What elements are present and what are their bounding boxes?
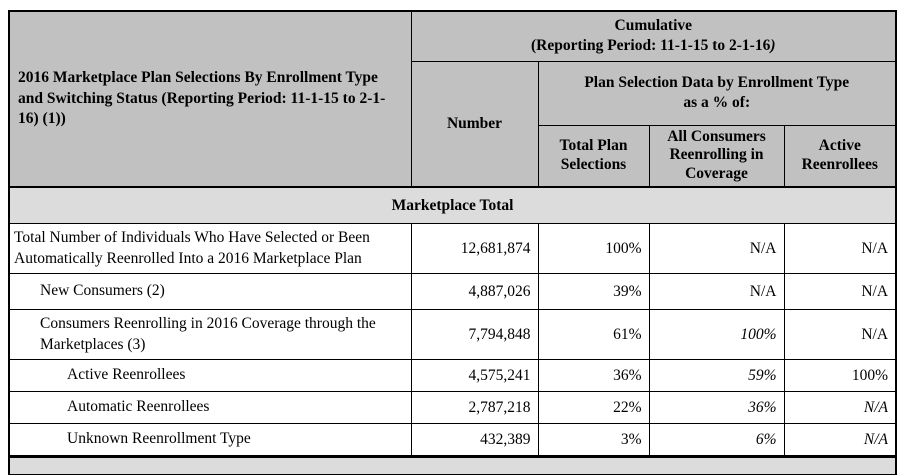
total-plan-selections-cell: 61% — [537, 309, 650, 361]
enrollment-table: 2016 Marketplace Plan Selections By Enro… — [8, 10, 898, 475]
cumulative-period: (Reporting Period: 11-1-15 to 2-1-16) — [413, 36, 895, 56]
row-label-cell: Total Number of Individuals Who Have Sel… — [8, 223, 412, 275]
number-cell: 7,794,848 — [410, 309, 539, 361]
all-consumers-reenrolling-cell: N/A — [648, 223, 785, 275]
next-section-band — [8, 455, 897, 475]
all-consumers-reenrolling-cell: 59% — [648, 359, 785, 393]
column-header-all-consumers-reenrolling: All Consumers Reenrolling in Coverage — [648, 124, 785, 189]
number-cell: 4,575,241 — [410, 359, 539, 393]
active-reenrollees-cell: N/A — [783, 391, 897, 425]
cumulative-label: Cumulative — [614, 17, 693, 35]
table-row: Active Reenrollees 4,575,241 36% 59% 100… — [8, 359, 897, 393]
active-reenrollees-cell: N/A — [783, 309, 897, 361]
all-consumers-reenrolling-cell: N/A — [648, 273, 785, 311]
number-cell: 4,887,026 — [410, 273, 539, 311]
next-section-row-cutoff — [8, 455, 897, 475]
cumulative-period-text: (Reporting Period: 11-1-15 to 2-1-16 — [531, 37, 771, 55]
all-consumers-reenrolling-cell: 6% — [648, 423, 785, 459]
header-row-subcolumns: Total Plan Selections All Consumers Reen… — [9, 124, 897, 189]
row-label-cell: Consumers Reenrolling in 2016 Coverage t… — [8, 309, 412, 361]
all-consumers-reenrolling-cell: 36% — [648, 391, 785, 425]
pct-group-line1: Plan Selection Data by Enrollment Type — [584, 73, 850, 91]
table-row: Consumers Reenrolling in 2016 Coverage t… — [8, 309, 897, 361]
document-page: 2016 Marketplace Plan Selections By Enro… — [8, 10, 898, 475]
active-reenrollees-cell: N/A — [783, 273, 897, 311]
table-row: Automatic Reenrollees 2,787,218 22% 36% … — [8, 391, 897, 425]
active-reenrollees-cell: 100% — [783, 359, 897, 393]
table-row: New Consumers (2) 4,887,026 39% N/A N/A — [8, 273, 897, 311]
row-label-cell: Automatic Reenrollees — [8, 391, 412, 425]
section-title: Marketplace Total — [8, 186, 897, 225]
table-title: 2016 Marketplace Plan Selections By Enro… — [18, 69, 386, 128]
number-cell: 2,787,218 — [410, 391, 539, 425]
total-plan-selections-cell: 36% — [537, 359, 650, 393]
table-row: Unknown Reenrollment Type 432,389 3% 6% … — [8, 423, 897, 459]
total-plan-selections-cell: 100% — [537, 223, 650, 275]
number-column-header: Number — [410, 60, 539, 189]
active-reenrollees-cell: N/A — [783, 223, 897, 275]
column-header-total-plan-selections: Total Plan Selections — [537, 124, 650, 189]
all-consumers-reenrolling-cell: 100% — [648, 309, 785, 361]
header-row-groups: Number Plan Selection Data by Enrollment… — [9, 60, 897, 189]
number-cell: 432,389 — [410, 423, 539, 459]
row-label-cell: New Consumers (2) — [8, 273, 412, 311]
cumulative-period-close-paren: ) — [770, 37, 776, 55]
header-row-cumulative: 2016 Marketplace Plan Selections By Enro… — [8, 10, 897, 189]
total-plan-selections-cell: 3% — [537, 423, 650, 459]
total-plan-selections-cell: 22% — [537, 391, 650, 425]
cumulative-header-cell: Cumulative (Reporting Period: 11-1-15 to… — [410, 10, 897, 62]
table-row: Total Number of Individuals Who Have Sel… — [8, 223, 897, 275]
section-row-marketplace-total: Marketplace Total — [8, 186, 897, 225]
pct-group-header-cell: Plan Selection Data by Enrollment Type a… — [537, 60, 897, 126]
total-plan-selections-cell: 39% — [537, 273, 650, 311]
row-label-cell: Active Reenrollees — [8, 359, 412, 393]
active-reenrollees-cell: N/A — [783, 423, 897, 459]
row-label-cell: Unknown Reenrollment Type — [8, 423, 412, 459]
table-title-cell: 2016 Marketplace Plan Selections By Enro… — [8, 10, 412, 189]
column-header-active-reenrollees: Active Reenrollees — [783, 124, 897, 189]
number-cell: 12,681,874 — [410, 223, 539, 275]
pct-group-line2: as a % of: — [683, 94, 751, 111]
